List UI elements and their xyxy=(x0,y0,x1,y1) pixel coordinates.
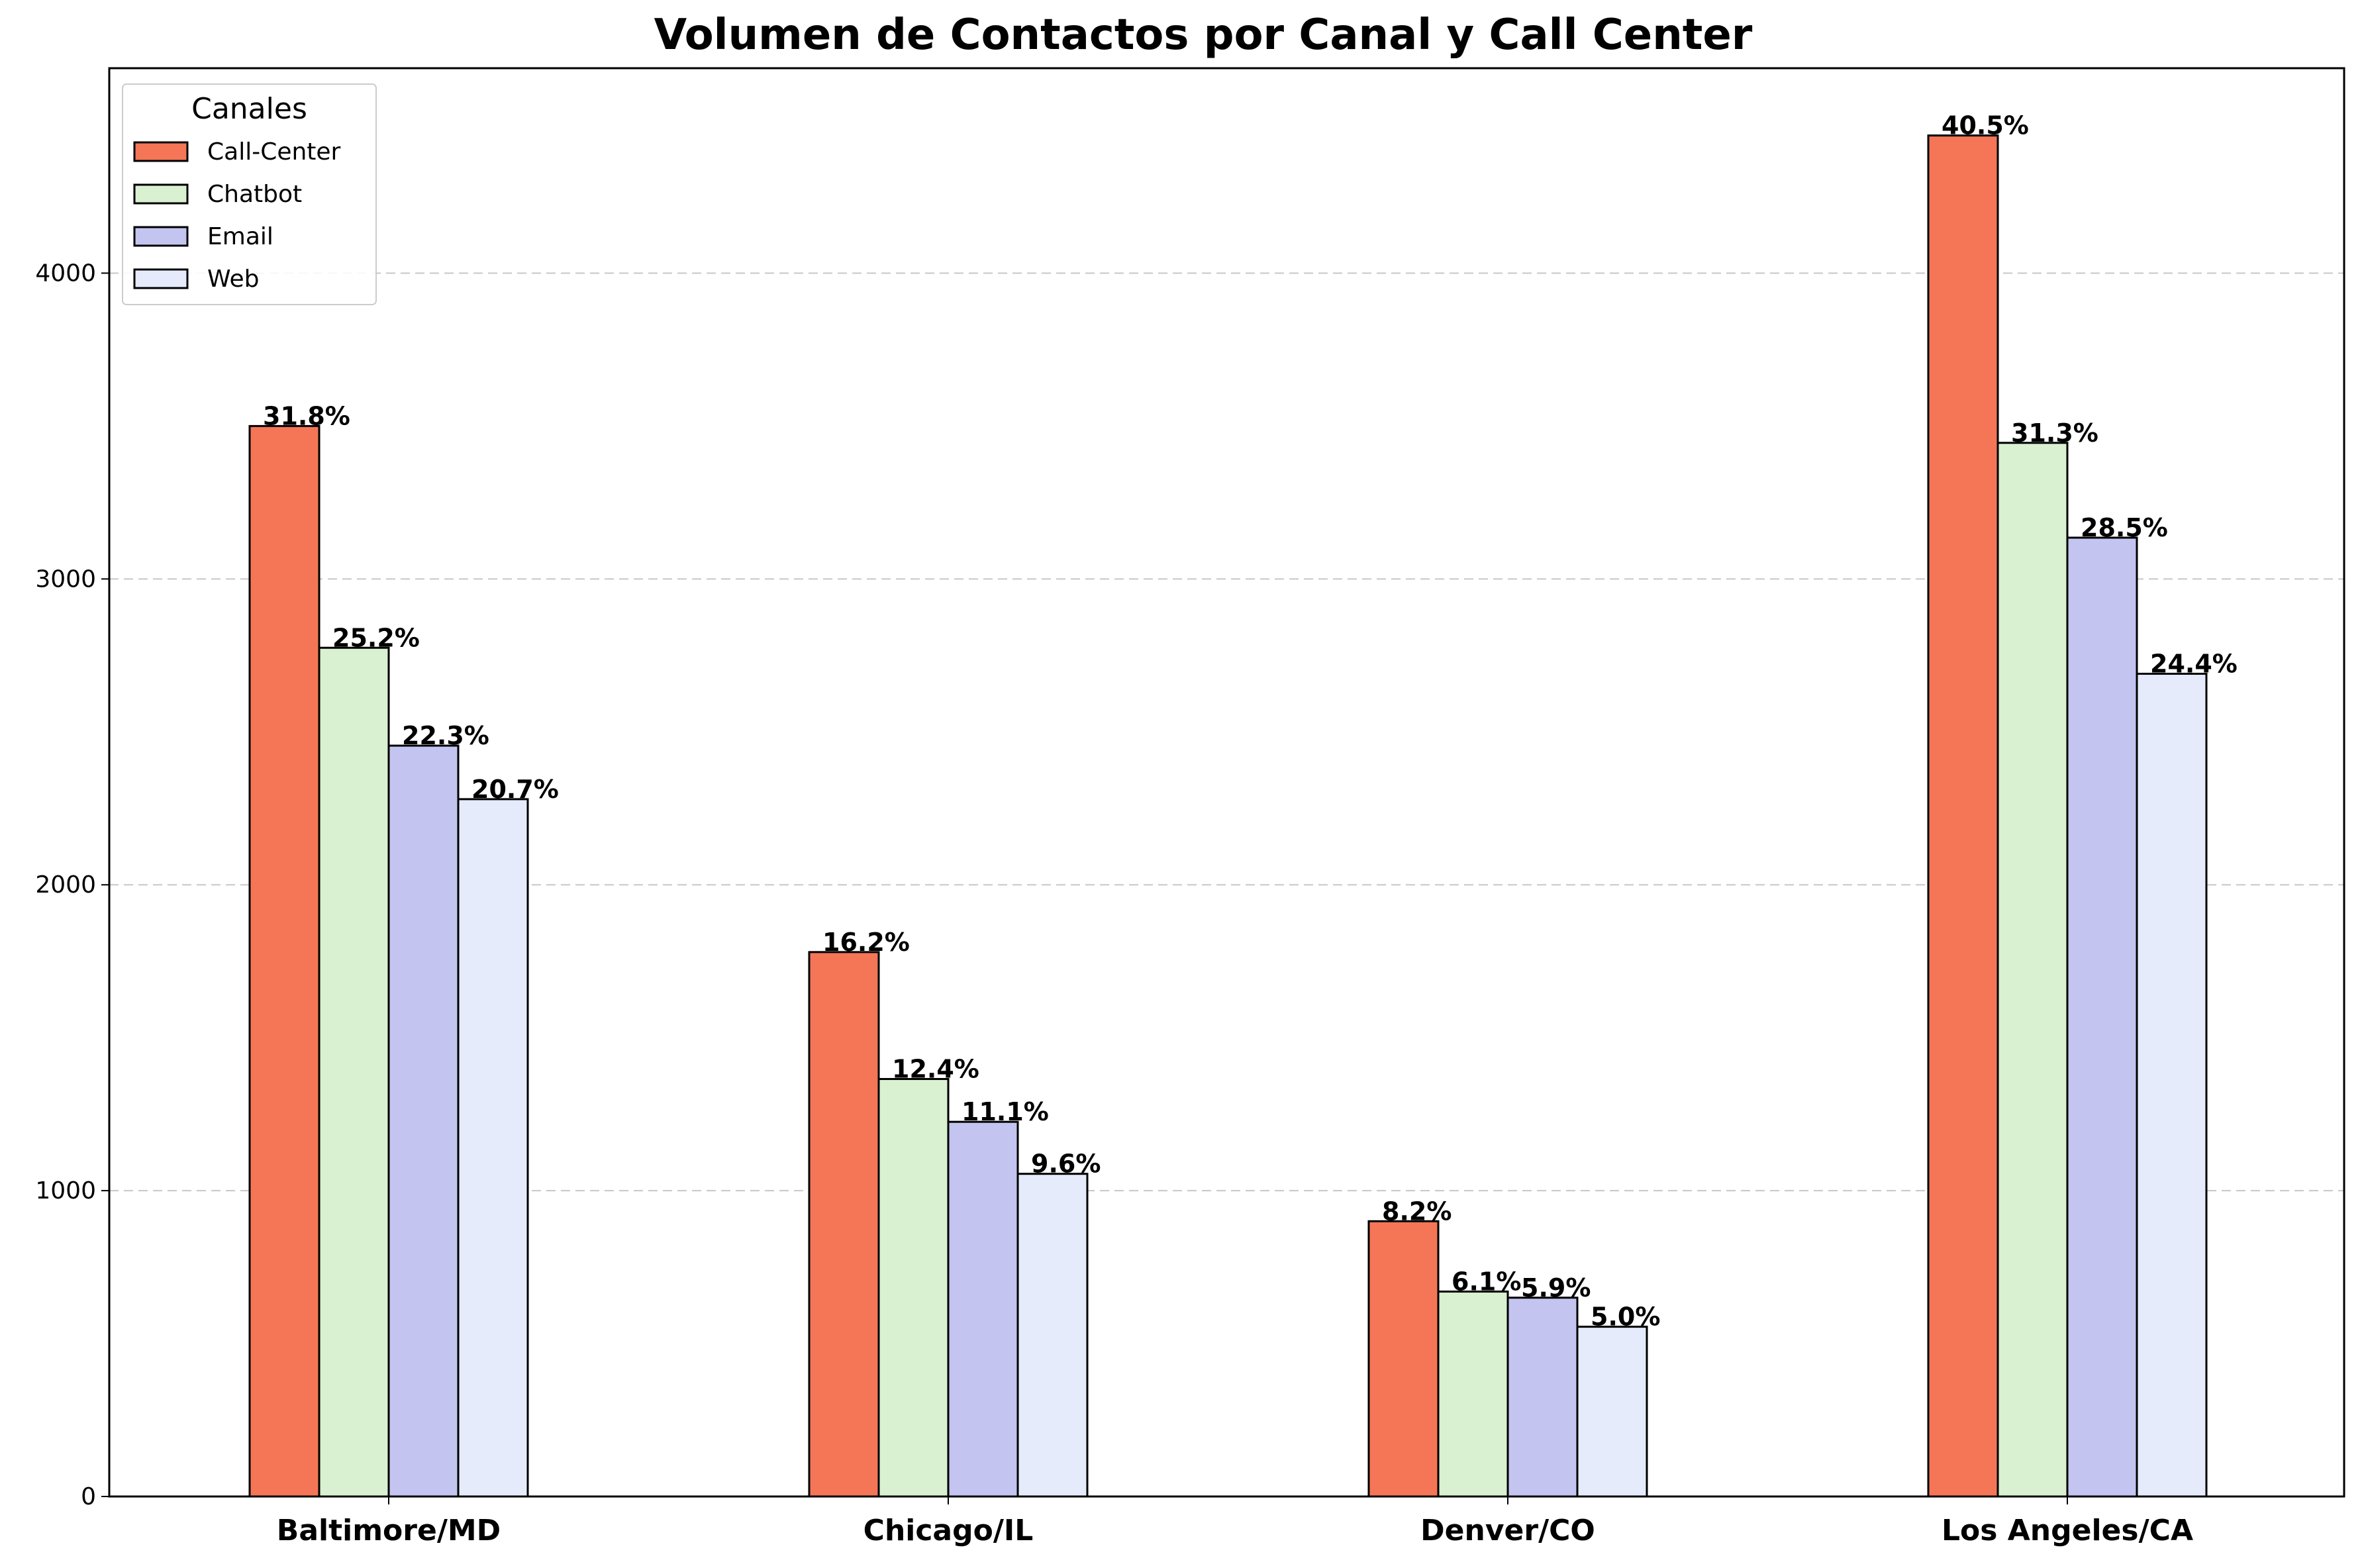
bar-value-label: 31.3% xyxy=(2011,418,2098,448)
y-tick-label: 1000 xyxy=(35,1177,96,1204)
bar-email xyxy=(2066,536,2138,1498)
legend-label: Web xyxy=(207,266,260,293)
bar-value-label: 6.1% xyxy=(1452,1267,1521,1297)
legend-swatch xyxy=(133,226,189,247)
x-tick-label: Chicago/IL xyxy=(863,1514,1034,1547)
legend-label: Email xyxy=(207,223,273,250)
bar-email xyxy=(947,1120,1019,1498)
bar-value-label: 28.5% xyxy=(2081,513,2168,542)
bar-value-label: 11.1% xyxy=(961,1097,1049,1126)
bar-chatbot xyxy=(318,646,390,1498)
x-tick-label: Denver/CO xyxy=(1420,1514,1595,1547)
bar-value-label: 9.6% xyxy=(1031,1150,1101,1179)
legend-swatch xyxy=(133,183,189,205)
bar-value-label: 25.2% xyxy=(332,623,420,652)
bar-value-label: 20.7% xyxy=(471,775,559,804)
bar-web xyxy=(2136,673,2208,1498)
bar-chatbot xyxy=(877,1078,950,1498)
bar-call-center xyxy=(1927,134,1999,1498)
bar-call-center xyxy=(808,951,880,1498)
y-tick-label: 0 xyxy=(81,1483,96,1510)
legend-title: Canales xyxy=(191,92,307,126)
legend-swatch xyxy=(133,141,189,162)
bar-call-center xyxy=(248,424,320,1498)
legend-label: Chatbot xyxy=(207,181,302,208)
legend-box xyxy=(122,83,377,305)
legend: Canales Call-Center Chatbot Email Web xyxy=(122,83,377,305)
bars xyxy=(248,134,2208,1498)
x-tick-label: Los Angeles/CA xyxy=(1942,1514,2193,1547)
bar-value-label: 22.3% xyxy=(402,721,489,750)
plot-frame xyxy=(108,67,2345,1498)
bar-value-label: 24.4% xyxy=(2150,650,2238,679)
bar-web xyxy=(1576,1326,1648,1498)
bar-chatbot xyxy=(1996,442,2069,1498)
bar-email xyxy=(387,744,460,1498)
legend-swatch xyxy=(133,268,189,289)
bar-value-labels: 31.8% 25.2% 22.3% 20.7% 16.2% 12.4% 11.1% 9.6% 8… xyxy=(263,111,2238,1332)
bar-value-label: 12.4% xyxy=(892,1055,979,1084)
y-tick-label: 2000 xyxy=(35,871,96,899)
bar-value-label: 8.2% xyxy=(1382,1197,1452,1226)
bar-web xyxy=(1016,1173,1089,1498)
y-tick-label: 4000 xyxy=(35,260,96,287)
bar-value-label: 31.8% xyxy=(263,401,350,430)
bar-value-label: 16.2% xyxy=(822,928,910,957)
bar-value-label: 5.9% xyxy=(1521,1273,1591,1302)
axes: 0 1000 2000 3000 4000 Baltimore/MD Chicago/IL D… xyxy=(35,67,2345,1547)
bar-value-label: 5.0% xyxy=(1591,1302,1660,1332)
chart-title: Volumen de Contactos por Canal y Call Ce… xyxy=(654,11,1753,60)
bar-call-center xyxy=(1367,1220,1440,1498)
y-tick-label: 3000 xyxy=(35,565,96,593)
bar-email xyxy=(1506,1297,1579,1498)
x-tick-label: Baltimore/MD xyxy=(277,1514,501,1547)
bar-value-label: 40.5% xyxy=(1942,111,2029,140)
bar-web xyxy=(457,798,529,1498)
legend-label: Call-Center xyxy=(207,138,341,166)
bar-chatbot xyxy=(1437,1291,1509,1498)
